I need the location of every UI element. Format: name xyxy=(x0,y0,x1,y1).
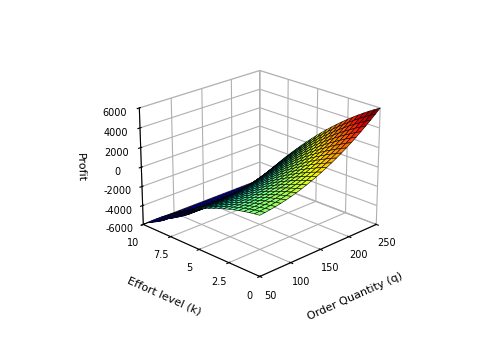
Y-axis label: Effort level (k): Effort level (k) xyxy=(126,276,203,317)
X-axis label: Order Quantity (q): Order Quantity (q) xyxy=(306,271,404,322)
